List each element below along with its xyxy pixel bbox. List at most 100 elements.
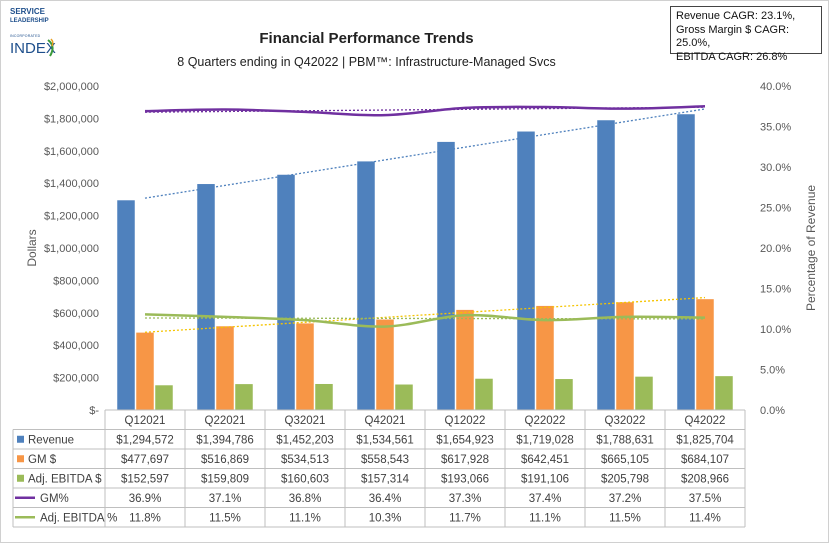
data-table-cell: $160,603 (281, 473, 329, 485)
category-label: Q22022 (525, 415, 566, 427)
y2-tick-label: 20.0% (760, 243, 791, 255)
category-label: Q42022 (685, 415, 726, 427)
bar-revenue (517, 131, 535, 411)
legend-swatch (17, 435, 24, 443)
y2-tick-label: 25.0% (760, 203, 791, 215)
data-table-cell: $1,452,203 (276, 434, 334, 446)
legend-swatch (17, 474, 24, 482)
chart-subtitle: 8 Quarters ending in Q42022 | PBM™: Infr… (177, 55, 556, 69)
y-tick-label: $1,200,000 (44, 211, 99, 223)
data-table-cell: 37.4% (529, 493, 562, 505)
bar-adj-ebitda- (555, 379, 573, 410)
data-table-cell: $1,788,631 (596, 434, 654, 446)
y-tick-label: $1,000,000 (44, 243, 99, 255)
data-table-cell: $152,597 (121, 473, 169, 485)
category-label: Q12021 (125, 415, 166, 427)
y-tick-label: $- (89, 405, 99, 417)
data-table-cell: 11.1% (289, 512, 321, 524)
category-label: Q32022 (605, 415, 646, 427)
y-tick-label: $1,600,000 (44, 146, 99, 158)
data-table-cell: 11.4% (689, 512, 721, 524)
y2-tick-label: 15.0% (760, 284, 791, 296)
bar-adj-ebitda- (315, 383, 333, 410)
cagr-box: Revenue CAGR: 23.1%, Gross Margin $ CAGR… (670, 6, 822, 63)
bar-gm- (456, 309, 474, 410)
data-table-cell: $1,654,923 (436, 434, 494, 446)
bar-revenue (357, 161, 375, 410)
bar-revenue (597, 120, 615, 411)
bar-revenue (197, 184, 215, 410)
y-tick-label: $1,400,000 (44, 178, 99, 190)
bar-adj-ebitda- (715, 376, 733, 410)
line-adj-ebitda- (144, 313, 706, 328)
bar-gm- (296, 323, 314, 410)
y-tick-label: $1,800,000 (44, 113, 99, 125)
logo-line1: SERVICE (10, 7, 45, 16)
data-table-cell: 37.5% (689, 493, 722, 505)
data-table-cell: $665,105 (601, 454, 649, 466)
service-leadership-logo: SERVICE LEADERSHIP INCORPORATED INDEX (10, 8, 56, 60)
data-table-cell: 11.5% (609, 512, 641, 524)
data-table-cell: $1,534,561 (356, 434, 414, 446)
data-table-cell: 11.8% (129, 512, 161, 524)
data-table-cell: $205,798 (601, 473, 649, 485)
y2-tick-label: 10.0% (760, 324, 791, 336)
data-table-cell: 11.1% (529, 512, 561, 524)
legend-label: Adj. EBITDA % (40, 512, 117, 524)
category-label: Q12022 (445, 415, 486, 427)
data-table-cell: $191,106 (521, 473, 569, 485)
bar-adj-ebitda- (155, 385, 173, 410)
data-table-cell: $558,543 (361, 454, 409, 466)
data-table-cell: $477,697 (121, 454, 169, 466)
logo-line3: INCORPORATED (10, 34, 41, 38)
data-table-cell: $159,809 (201, 473, 249, 485)
data-table-cell: $208,966 (681, 473, 729, 485)
legend-label: Revenue (28, 434, 74, 446)
bar-adj-ebitda- (475, 378, 493, 410)
data-table-cell: $157,314 (361, 473, 410, 485)
bar-gm- (616, 302, 634, 410)
category-label: Q42021 (365, 415, 406, 427)
data-table-cell: $617,928 (441, 454, 489, 466)
data-table-cell: $684,107 (681, 454, 729, 466)
y-tick-label: $800,000 (53, 275, 99, 287)
bar-gm- (696, 299, 714, 410)
y-tick-label: $600,000 (53, 308, 99, 320)
y2-tick-label: 40.0% (760, 81, 791, 93)
bar-revenue (277, 174, 295, 410)
data-table-cell: 36.9% (129, 493, 162, 505)
trendline-gm- (144, 106, 706, 113)
cagr-ebitda: EBITDA CAGR: 26.8% (676, 50, 788, 63)
cagr-gross-margin: Gross Margin $ CAGR: 25.0%, (676, 23, 790, 50)
logo-line2: LEADERSHIP (10, 18, 49, 24)
bar-revenue (437, 141, 455, 411)
data-table-cell: $193,066 (441, 473, 489, 485)
data-table-cell: $1,294,572 (116, 434, 174, 446)
data-table-cell: $1,719,028 (516, 434, 574, 446)
data-table-cell: 37.3% (449, 493, 482, 505)
legend-label: Adj. EBITDA $ (28, 473, 102, 485)
logo-swoosh-icon (47, 38, 54, 57)
bar-gm- (136, 332, 154, 410)
data-table-cell: 36.4% (369, 493, 402, 505)
cagr-revenue: Revenue CAGR: 23.1%, (676, 10, 796, 22)
data-table-cell: 11.5% (209, 512, 241, 524)
logo-line4: INDEX (10, 40, 56, 57)
data-table-cell: 37.1% (209, 493, 242, 505)
bar-adj-ebitda- (395, 384, 413, 410)
trendline-gm- (144, 296, 706, 333)
category-label: Q32021 (285, 415, 326, 427)
y2-axis-title: Percentage of Revenue (804, 185, 818, 311)
y-axis-title: Dollars (25, 229, 39, 266)
category-label: Q22021 (205, 415, 246, 427)
bar-revenue (677, 114, 695, 410)
legend-label: GM% (40, 493, 69, 505)
data-table-cell: 37.2% (609, 493, 642, 505)
trendline-revenue (144, 108, 706, 199)
y-tick-label: $2,000,000 (44, 81, 99, 93)
data-table-cell: $534,513 (281, 454, 329, 466)
chart-title: Financial Performance Trends (259, 30, 474, 47)
legend-swatch (17, 455, 24, 463)
y2-tick-label: 0.0% (760, 405, 785, 417)
